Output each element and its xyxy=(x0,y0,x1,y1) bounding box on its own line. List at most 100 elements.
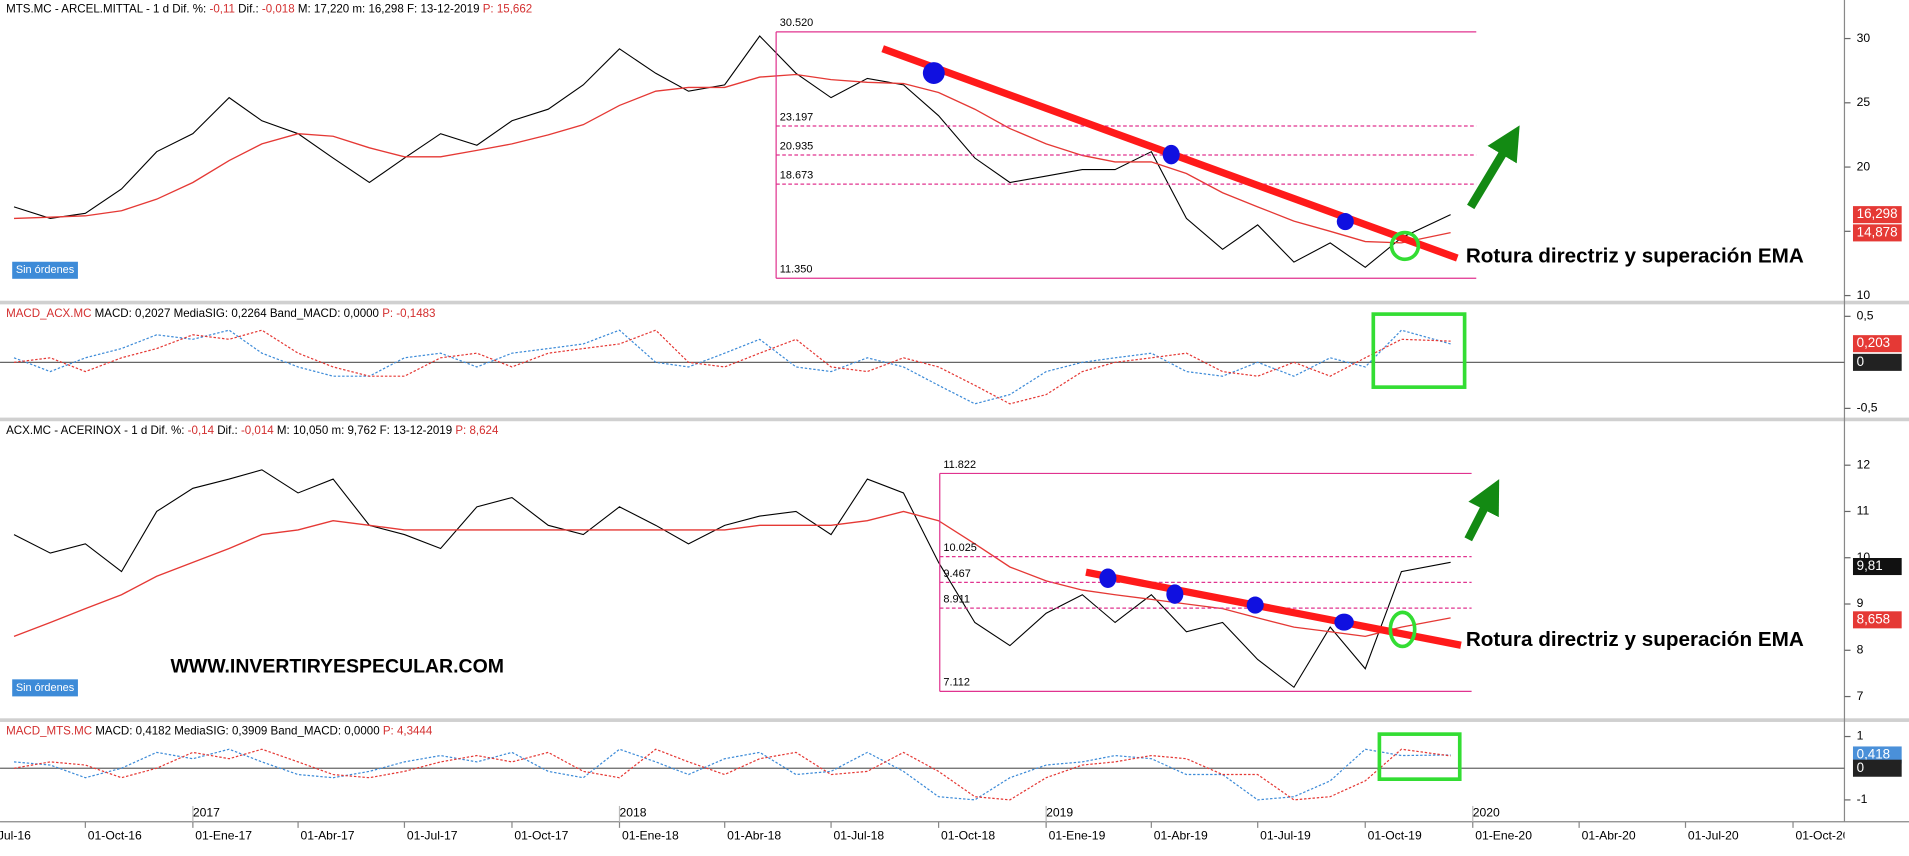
price-label: 0,203 xyxy=(1857,335,1890,350)
level-label: 10.025 xyxy=(943,542,976,554)
highlight-box xyxy=(1377,732,1462,781)
touch-point xyxy=(1246,596,1264,614)
up-arrow xyxy=(1467,125,1520,210)
year-label: 2020 xyxy=(1473,805,1500,819)
breakout-circle xyxy=(1388,610,1417,649)
y-tick-label: 12 xyxy=(1857,457,1871,471)
header-part: MTS.MC - ARCEL.MITTAL - 1 d Dif. %: xyxy=(6,4,209,16)
header-part: P: -0,1483 xyxy=(382,308,435,320)
header-part: ACX.MC - ACERINOX - 1 d Dif. %: xyxy=(6,425,188,437)
touch-point xyxy=(1162,144,1180,165)
x-tick-label: 01-Jul-19 xyxy=(1260,829,1311,843)
touch-point xyxy=(1099,568,1117,589)
x-tick-label: 01-Oct-20 xyxy=(1795,829,1849,843)
y-tick-label: 25 xyxy=(1857,95,1871,109)
price-label: 0,418 xyxy=(1857,747,1890,762)
header-part: MACD_MTS.MC xyxy=(6,726,92,738)
x-tick-label: 01-Ene-17 xyxy=(195,829,252,843)
level-label: 20.935 xyxy=(780,140,813,152)
x-tick-label: 01-Abr-18 xyxy=(727,829,781,843)
highlight-box xyxy=(1371,312,1467,389)
up-arrow xyxy=(1464,479,1500,542)
y-tick-label: 1 xyxy=(1857,729,1864,743)
panel-header: ACX.MC - ACERINOX - 1 d Dif. %: -0,14 Di… xyxy=(6,425,499,437)
series-line xyxy=(13,35,1451,269)
header-part: Dif.: xyxy=(214,425,241,437)
y-tick-label: 8 xyxy=(1857,642,1864,656)
x-tick-label: 01-Abr-20 xyxy=(1582,829,1636,843)
separator xyxy=(0,417,1909,422)
price-label-bg xyxy=(1852,224,1902,242)
y-tick-label: 20 xyxy=(1857,159,1871,173)
panel-header: MACD_ACX.MC MACD: 0,2027 MediaSIG: 0,226… xyxy=(6,308,435,320)
badge: Sin órdenes xyxy=(16,264,75,276)
separator xyxy=(0,718,1909,722)
touch-point xyxy=(922,62,945,85)
header-part: M: 10,050 m: 9,762 F: 13-12-2019 xyxy=(274,425,456,437)
x-tick-label: 01-Oct-17 xyxy=(514,829,568,843)
price-label-bg xyxy=(1852,353,1902,371)
price-label-bg xyxy=(1852,558,1902,576)
header-part: M: 17,220 m: 16,298 F: 13-12-2019 xyxy=(295,4,483,16)
header-part: MACD_ACX.MC xyxy=(6,308,91,320)
x-tick-label: 01-Oct-19 xyxy=(1368,829,1422,843)
level-label: 8.911 xyxy=(943,593,970,605)
panel-header: MACD_MTS.MC MACD: 0,4182 MediaSIG: 0,390… xyxy=(6,726,433,738)
y-tick-label: 11 xyxy=(1857,504,1870,518)
trend-line xyxy=(1085,568,1462,649)
header-part: P: 15,662 xyxy=(483,4,532,16)
price-label-bg xyxy=(1852,206,1902,224)
y-tick-label: -0,5 xyxy=(1857,401,1878,415)
x-tick-label: 01-Ene-19 xyxy=(1049,829,1106,843)
header-part: -0,11 xyxy=(209,4,234,16)
badge-bg xyxy=(12,679,78,697)
year-label: 2017 xyxy=(193,805,220,819)
level-label: 11.350 xyxy=(780,264,813,276)
price-label: 0 xyxy=(1857,760,1864,775)
header-part: -0,014 xyxy=(241,425,274,437)
header-part: -0,14 xyxy=(188,425,215,437)
series-line xyxy=(13,510,1451,638)
price-label: 8,658 xyxy=(1857,611,1890,626)
y-tick-label: 30 xyxy=(1857,31,1871,45)
x-tick-label: 01-Jul-16 xyxy=(0,829,31,843)
x-tick-label: 01-Ene-18 xyxy=(622,829,679,843)
header-part: -0,018 xyxy=(262,4,295,16)
touch-point xyxy=(1166,584,1184,604)
series-line xyxy=(13,73,1451,244)
level-label: 23.197 xyxy=(780,111,813,123)
price-label: 14,878 xyxy=(1857,224,1898,239)
price-label-bg xyxy=(1852,746,1902,764)
price-label: 0 xyxy=(1857,354,1864,369)
header-part: P: 4,3444 xyxy=(383,726,433,738)
y-tick-label: 7 xyxy=(1857,689,1864,703)
drawings xyxy=(12,45,1520,781)
x-tick-label: 01-Jul-17 xyxy=(407,829,458,843)
series-line xyxy=(13,748,1451,801)
x-tick-label: 01-Jul-20 xyxy=(1688,829,1739,843)
annotation: Rotura directriz y superación EMA xyxy=(1466,244,1804,267)
panel-header: MTS.MC - ARCEL.MITTAL - 1 d Dif. %: -0,1… xyxy=(6,4,532,16)
touch-point xyxy=(1336,213,1354,231)
series-line xyxy=(13,469,1451,689)
touch-point xyxy=(1334,613,1354,631)
annotation: Rotura directriz y superación EMA xyxy=(1466,628,1804,651)
series-line xyxy=(13,329,1451,405)
level-label: 18.673 xyxy=(780,169,813,181)
y-tick-label: 0,5 xyxy=(1857,309,1874,323)
watermark: WWW.INVERTIRYESPECULAR.COM xyxy=(170,655,504,677)
price-label-bg xyxy=(1852,611,1902,629)
price-label-bg xyxy=(1852,335,1902,353)
y-tick-label: 10 xyxy=(1857,288,1871,302)
x-tick-label: 01-Abr-17 xyxy=(301,829,355,843)
x-tick-label: 01-Jul-18 xyxy=(834,829,885,843)
badge: Sin órdenes xyxy=(16,682,75,694)
y-tick-label: -1 xyxy=(1857,792,1868,806)
series-line xyxy=(13,329,1451,405)
level-label: 11.822 xyxy=(943,459,976,471)
badge-bg xyxy=(12,261,78,279)
level-label: 30.520 xyxy=(780,17,813,29)
year-label: 2018 xyxy=(620,805,647,819)
